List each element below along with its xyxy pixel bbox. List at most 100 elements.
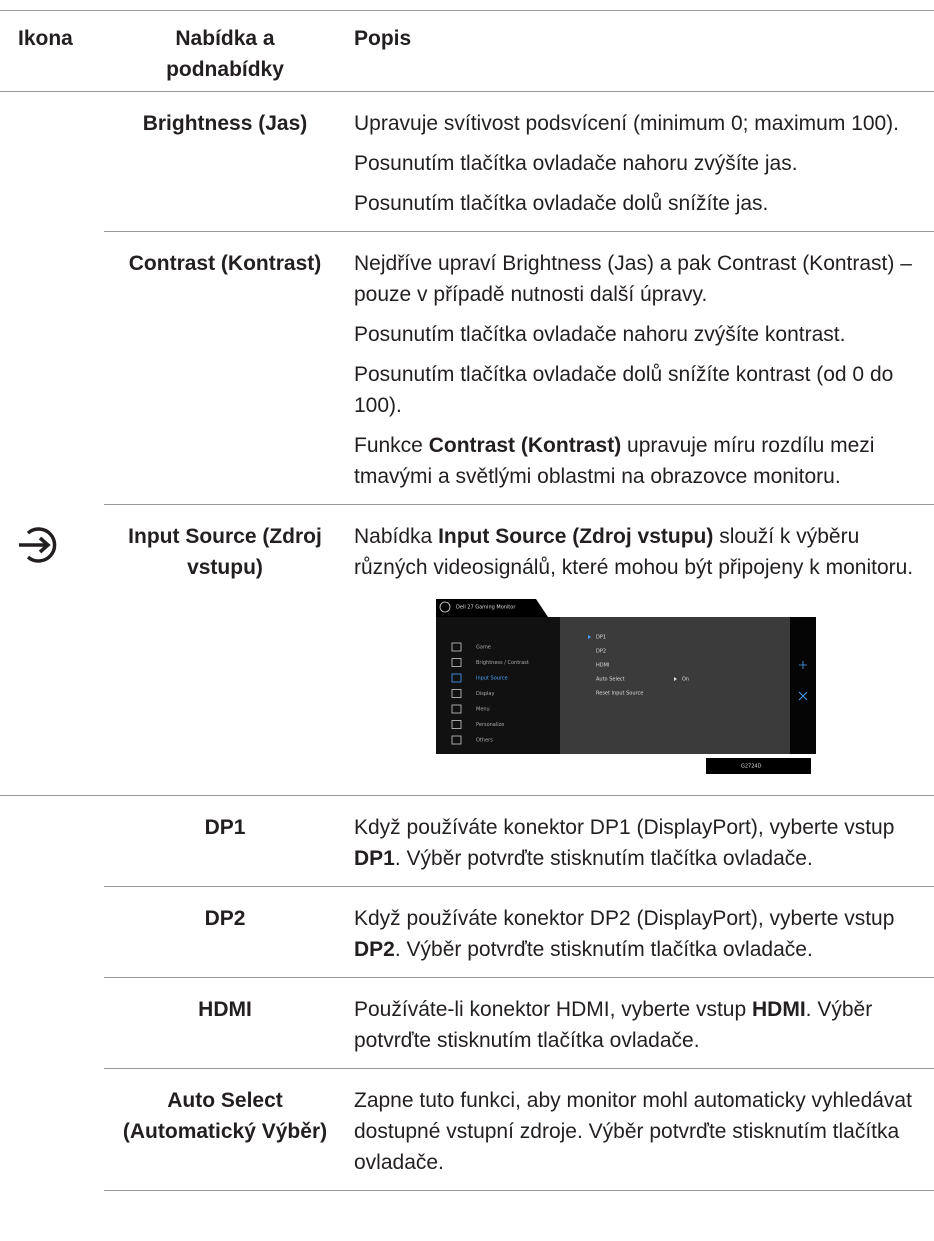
- table-row: DP1 Když používáte konektor DP1 (DisplayP…: [0, 795, 934, 887]
- table-row: Auto Select (Automatický Výběr) Zapne tut…: [0, 1068, 934, 1191]
- description-paragraph: Zapne tuto funkci, aby monitor mohl auto…: [354, 1089, 912, 1174]
- description-text: slouží k výběru různých videosignálů, kt…: [354, 525, 914, 579]
- menu-cell: DP2: [104, 886, 346, 978]
- menu-cell: Auto Select (Automatický Výběr): [104, 1068, 346, 1191]
- osd-model: G2724D: [741, 764, 762, 770]
- osd-marker: [588, 635, 591, 639]
- osd-menu-item: Display: [476, 691, 494, 697]
- menu-cell: Contrast (Kontrast): [104, 231, 346, 505]
- description-paragraph: Posunutím tlačítka ovladače nahoru zvýší…: [354, 323, 846, 346]
- osd-menu-item: Brightness / Contrast: [476, 660, 529, 666]
- table-row: HDMI Používáte-li konektor HDMI, vyberte …: [0, 977, 934, 1069]
- description-cell: Upravuje svítivost podsvícení (minimum 0…: [346, 91, 934, 232]
- osd-menu-icon: [451, 720, 462, 729]
- description-cell: Zapne tuto funkci, aby monitor mohl auto…: [346, 1068, 934, 1191]
- description-emphasis: Input Source (Zdroj vstupu): [438, 525, 714, 548]
- osd-menu-icon: [451, 642, 462, 652]
- description-emphasis: Contrast (Kontrast): [428, 434, 622, 457]
- header-text: Popis: [354, 27, 412, 50]
- osd-submenu-item: Auto Select: [596, 677, 625, 683]
- description-text: Když používáte konektor DP2 (DisplayPort…: [354, 907, 895, 930]
- description-cell: Nejdříve upraví Brightness (Jas) a pak C…: [346, 231, 934, 505]
- osd-screenshot: Dell 27 Gaming Monitor G2724D Game Brightne…: [436, 599, 816, 774]
- description-cell: Když používáte konektor DP1 (DisplayPort…: [346, 795, 934, 887]
- description-paragraph: Posunutím tlačítka ovladače nahoru zvýší…: [354, 152, 798, 175]
- description-text: Když používáte konektor DP1 (DisplayPort…: [354, 816, 895, 839]
- description-text: . Výběr potvrďte stisknutím tlačítka ovl…: [394, 847, 813, 870]
- osd-menu-icon: [451, 735, 462, 745]
- menu-name: DP1: [204, 816, 246, 839]
- icon-cell: [0, 92, 104, 505]
- description-paragraph: Nabídka Input Source (Zdroj vstupu) slou…: [354, 521, 922, 583]
- input-source-icon: [19, 526, 57, 563]
- icon-cell: [0, 504, 104, 796]
- table-row: DP2 Když používáte konektor DP2 (DisplayP…: [0, 886, 934, 978]
- table-row: Input Source (Zdroj vstupu) Nabídka Input…: [0, 504, 934, 796]
- header-text: Ikona: [18, 27, 73, 50]
- menu-name: DP2: [204, 907, 246, 930]
- menu-name: Contrast (Kontrast): [128, 252, 322, 275]
- description-paragraph: Posunutím tlačítka ovladače dolů snížíte…: [354, 192, 769, 215]
- osd-menu-icon: [451, 658, 462, 667]
- description-emphasis: HDMI: [752, 998, 806, 1021]
- description-text: Funkce: [354, 434, 429, 457]
- icon-cell: [0, 796, 104, 887]
- table-row: Contrast (Kontrast) Nejdříve upraví Brigh…: [0, 231, 934, 505]
- osd-auto-select-value: On: [682, 677, 689, 683]
- description-cell: Když používáte konektor DP2 (DisplayPort…: [346, 886, 934, 978]
- osd-submenu-item: Reset Input Source: [596, 691, 643, 697]
- icon-shape: [38, 536, 51, 553]
- description-paragraph: Když používáte konektor DP1 (DisplayPort…: [354, 812, 922, 874]
- description-paragraph: Používáte-li konektor HDMI, vyberte vstu…: [354, 994, 922, 1056]
- description-emphasis: DP2: [354, 938, 395, 961]
- description-paragraph: Když používáte konektor DP2 (DisplayPort…: [354, 903, 922, 965]
- header-cell: Popis: [346, 10, 934, 92]
- description-emphasis: DP1: [354, 847, 395, 870]
- description-text: Nabídka: [354, 525, 439, 548]
- description-text: Používáte-li konektor HDMI, vyberte vstu…: [354, 998, 752, 1021]
- menu-table: Ikona Nabídka a podnabídky Popis Brightn…: [0, 10, 934, 1191]
- icon-shape: [26, 526, 57, 563]
- description-paragraph: Funkce Contrast (Kontrast) upravuje míru…: [354, 430, 922, 492]
- osd-menu-item: Others: [476, 738, 493, 744]
- osd-menu-item: Game: [476, 645, 491, 651]
- description-text: . Výběr potvrďte stisknutím tlačítka ovl…: [394, 938, 813, 961]
- osd-menu-item: Input Source: [476, 676, 508, 682]
- osd-joystick-icon: [799, 661, 807, 669]
- osd-nav: [436, 617, 560, 754]
- osd-menu-icon: [451, 673, 462, 683]
- description-paragraph: Nejdříve upraví Brightness (Jas) a pak C…: [354, 252, 912, 306]
- icon-cell: [0, 887, 104, 978]
- osd-close-icon: [798, 691, 808, 701]
- osd-tab: [436, 599, 548, 617]
- osd-submenu-item: HDMI: [596, 663, 609, 669]
- header-row: Ikona Nabídka a podnabídky Popis: [0, 10, 934, 92]
- menu-name: Brightness (Jas): [142, 112, 308, 135]
- osd-menu-item: Personalize: [476, 722, 504, 728]
- header-text: Nabídka a podnabídky: [166, 27, 284, 81]
- description-text: upravuje míru rozdílu mezi tmavými a svě…: [354, 434, 875, 488]
- osd-submenu-item: DP2: [596, 649, 606, 655]
- dell-logo: [439, 601, 451, 613]
- osd-menu-icon: [451, 704, 462, 714]
- menu-cell: DP1: [104, 795, 346, 887]
- table-row: Brightness (Jas) Upravuje svítivost podsv…: [0, 91, 934, 232]
- header-cell: Ikona: [0, 10, 104, 92]
- menu-cell: Brightness (Jas): [104, 91, 346, 232]
- osd-side: [790, 617, 816, 754]
- osd-main: [560, 617, 790, 754]
- osd-title: Dell 27 Gaming Monitor: [456, 605, 516, 611]
- osd-menu-item: Menu: [476, 707, 490, 713]
- icon-cell: [0, 978, 104, 1069]
- osd-model-tag: [706, 758, 811, 774]
- osd-marker: [674, 677, 677, 681]
- menu-name: Auto Select (Automatický Výběr): [122, 1089, 328, 1143]
- description-cell: Nabídka Input Source (Zdroj vstupu) slou…: [346, 504, 934, 796]
- description-text: . Výběr potvrďte stisknutím tlačítka ovl…: [354, 998, 873, 1052]
- description-paragraph: Posunutím tlačítka ovladače dolů snížíte…: [354, 363, 894, 417]
- menu-name: Input Source (Zdroj vstupu): [128, 525, 322, 579]
- menu-name: HDMI: [198, 998, 252, 1021]
- menu-cell: HDMI: [104, 977, 346, 1069]
- osd-submenu-item: DP1: [596, 635, 606, 641]
